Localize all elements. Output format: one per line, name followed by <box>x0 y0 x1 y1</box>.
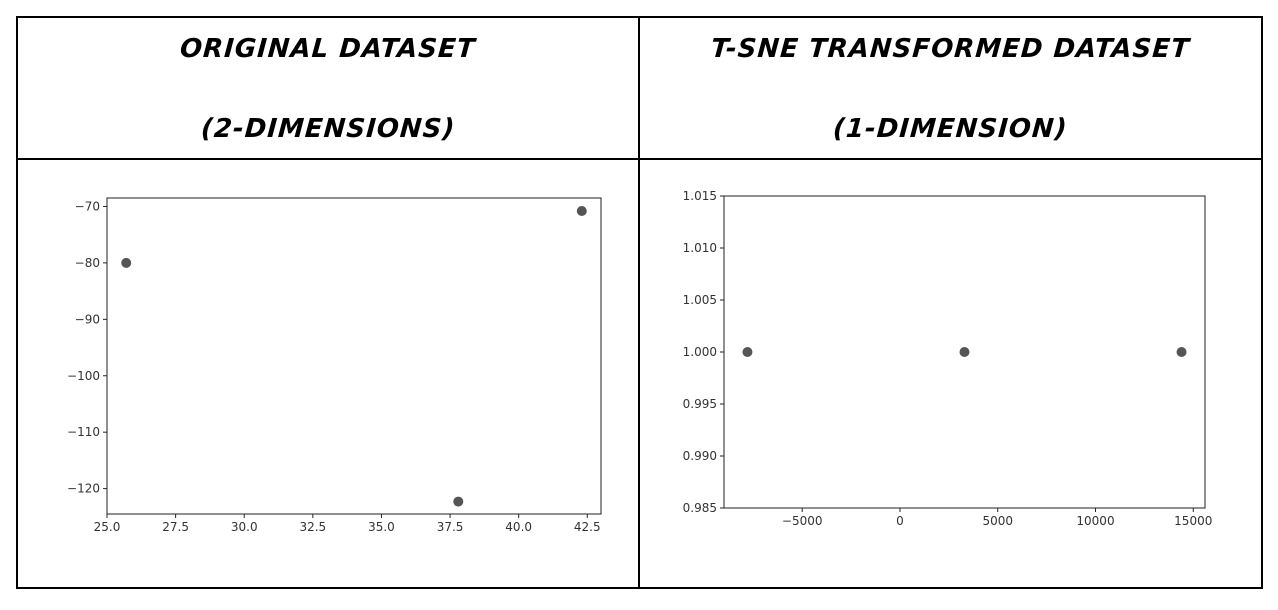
row-divider <box>16 158 1263 160</box>
x-tick-label: 40.0 <box>505 520 532 534</box>
x-tick-label: 10000 <box>1076 514 1114 528</box>
x-tick-label: 35.0 <box>368 520 395 534</box>
right-header-title: t-SNE Transformed Dataset <box>710 34 1191 64</box>
y-tick-label: 1.015 <box>683 189 717 203</box>
left-header: Original Dataset (2-Dimensions) <box>18 18 638 158</box>
x-tick-label: 32.5 <box>299 520 326 534</box>
plot-area <box>106 197 602 515</box>
x-tick-label: −5000 <box>782 514 823 528</box>
x-tick-label: 5000 <box>982 514 1013 528</box>
tsne-dataset-scatter: −5000 0 5000 10000 15000 1.015 1.010 1.005 1.000… <box>683 189 1213 528</box>
original-dataset-scatter: 25.0 27.5 30.0 32.5 35.0 37.5 40.0 42.5 −70 −80 −9… <box>67 197 602 534</box>
y-tick-label: −100 <box>67 369 100 383</box>
y-tick-label: −80 <box>75 256 100 270</box>
data-point <box>576 205 587 216</box>
data-point <box>121 257 132 268</box>
y-tick-label: 0.990 <box>683 449 717 463</box>
data-point <box>742 347 753 357</box>
x-tick-label: 0 <box>896 514 904 528</box>
y-tick-label: 1.005 <box>683 293 717 307</box>
data-point <box>453 496 464 507</box>
x-tick-label: 15000 <box>1174 514 1212 528</box>
column-divider <box>638 16 640 589</box>
right-header: t-SNE Transformed Dataset (1-Dimension) <box>640 18 1261 158</box>
x-tick-label: 37.5 <box>437 520 464 534</box>
x-tick-label: 30.0 <box>231 520 258 534</box>
left-header-title: Original Dataset <box>179 34 477 64</box>
y-tick-label: 0.985 <box>683 501 717 515</box>
y-tick-label: −90 <box>75 312 100 326</box>
data-point <box>1176 347 1187 357</box>
y-tick-label: −110 <box>67 425 100 439</box>
x-tick-label: 27.5 <box>162 520 189 534</box>
y-tick-label: 1.000 <box>683 345 717 359</box>
y-tick-label: 0.995 <box>683 397 717 411</box>
right-header-subtitle: (1-Dimension) <box>832 114 1069 144</box>
x-tick-label: 42.5 <box>574 520 601 534</box>
left-header-subtitle: (2-Dimensions) <box>199 114 457 144</box>
y-tick-label: −120 <box>67 482 100 496</box>
y-tick-label: 1.010 <box>683 241 717 255</box>
x-tick-label: 25.0 <box>94 520 121 534</box>
data-point <box>959 347 970 357</box>
y-tick-label: −70 <box>75 199 100 213</box>
